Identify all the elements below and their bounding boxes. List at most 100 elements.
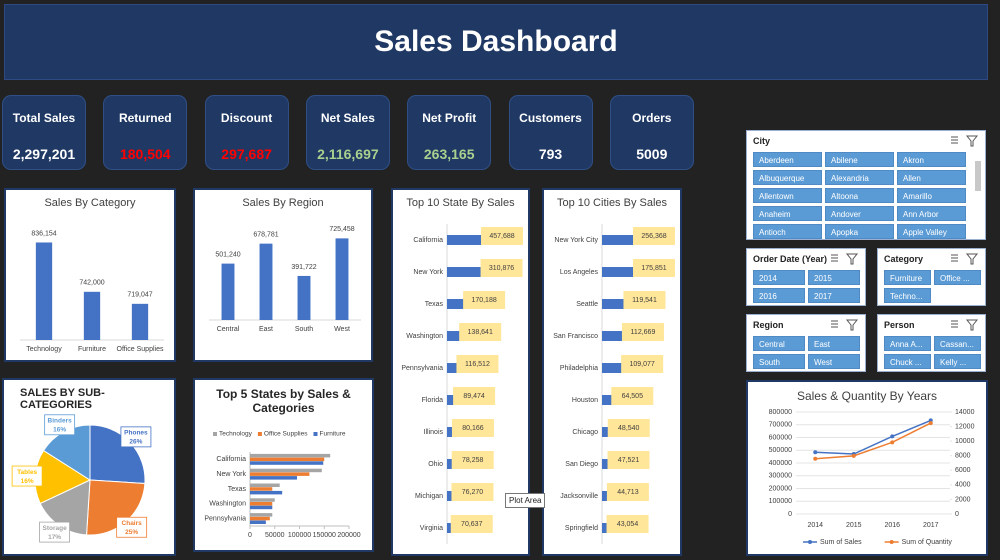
kpi-label: Net Profit: [422, 111, 477, 125]
kpi-value: 263,165: [423, 146, 475, 162]
kpi-card: Returned 180,504: [103, 95, 188, 170]
slicer-button[interactable]: Apple Valley: [897, 224, 966, 239]
y2-tick-label: 0: [955, 511, 959, 518]
legend-label: Office Supplies: [264, 431, 308, 438]
kpi-value: 793: [538, 146, 563, 162]
y-tick-label: Springfield: [565, 525, 598, 532]
y-tick-label: Pennsylvania: [401, 365, 443, 372]
bar: [250, 498, 275, 502]
slicer-button[interactable]: 2015: [808, 270, 860, 285]
slicer-button[interactable]: Apopka: [825, 224, 894, 239]
y-tick-label: 600000: [769, 434, 792, 441]
slicer-button[interactable]: Altoona: [825, 188, 894, 203]
slicer-button[interactable]: Akron: [897, 152, 966, 167]
legend-label: Sum of Quantity: [902, 539, 953, 546]
y-tick-label: Texas: [228, 486, 247, 493]
slicer-button[interactable]: Aberdeen: [753, 152, 822, 167]
y-tick-label: Chicago: [572, 429, 598, 436]
slicer-button[interactable]: Central: [753, 336, 805, 351]
slicer-button[interactable]: 2016: [753, 288, 805, 303]
chart: 836,154 Technology 742,000 Furniture 719,047…: [20, 230, 164, 353]
slicer-button[interactable]: Amarillo: [897, 188, 966, 203]
slicer-button[interactable]: Andover: [825, 206, 894, 221]
legend-label: Furniture: [320, 431, 346, 438]
kpi-value: 5009: [636, 146, 668, 162]
y-tick-label: Los Angeles: [560, 269, 599, 276]
kpi-card: Net Profit 263,165: [407, 95, 492, 170]
icon-filter: [845, 253, 859, 265]
slicer-button[interactable]: 2017: [808, 288, 860, 303]
data-label: 725,458: [329, 226, 354, 233]
bar: [250, 513, 273, 517]
slicer-button[interactable]: Anna A...: [884, 336, 931, 351]
slicer-button[interactable]: Antioch: [753, 224, 822, 239]
label-box: [606, 515, 649, 533]
kpi-card: Customers 793: [508, 95, 593, 170]
slicer-icons: [951, 253, 979, 265]
x-tick-label: South: [295, 326, 313, 333]
slicer-button[interactable]: Cassan...: [934, 336, 981, 351]
y-tick-label: Seattle: [576, 301, 598, 308]
slicer-button[interactable]: West: [808, 354, 860, 369]
y-tick-label: California: [216, 456, 246, 463]
data-label: 310,876: [489, 265, 514, 272]
slicer-button[interactable]: Allen: [897, 170, 966, 185]
y2-tick-label: 2000: [955, 496, 971, 503]
kpi-value: 2,297,201: [12, 146, 76, 162]
label-box: [633, 259, 675, 277]
slicer-button[interactable]: East: [808, 336, 860, 351]
y2-tick-label: 8000: [955, 453, 971, 460]
bar: [250, 520, 266, 524]
y-tick-label: Pennsylvania: [204, 515, 246, 522]
label-box: [463, 291, 506, 309]
chart-title: Sales By Category: [44, 197, 136, 209]
chart: California 457,688 New York 310,876 Texas 170…: [401, 224, 523, 544]
y-tick-label: Virginia: [420, 525, 443, 532]
chart: Technology Office Supplies Furniture 0 50000…: [204, 431, 360, 539]
data-label: 16%: [21, 478, 34, 485]
slicer-button[interactable]: Ann Arbor: [897, 206, 966, 221]
slicer-button[interactable]: Techno...: [884, 288, 931, 303]
kpi-label: Discount: [220, 111, 273, 125]
slicer-button[interactable]: Chuck ...: [884, 354, 931, 369]
bar: [447, 395, 459, 405]
slicer-button[interactable]: Allentown: [753, 188, 822, 203]
label-box: [623, 291, 666, 309]
kpi-label: Total Sales: [12, 111, 76, 125]
bar: [335, 238, 349, 320]
bar: [250, 453, 331, 458]
slicer: Category Furniture Office ... Techno...: [877, 248, 986, 306]
slicer-button[interactable]: Abilene: [825, 152, 894, 167]
slicer-button[interactable]: Office ...: [934, 270, 981, 285]
slicer-button[interactable]: Furniture: [884, 270, 931, 285]
point: [890, 440, 895, 445]
slicer-button[interactable]: 2014: [753, 270, 805, 285]
slicer-button[interactable]: Albuquerque: [753, 170, 822, 185]
bar: [602, 267, 641, 277]
legend-swatch: [213, 432, 217, 436]
label-box: [451, 483, 494, 501]
slicer-button[interactable]: Alexandria: [825, 170, 894, 185]
label-box: [459, 323, 502, 341]
chart: Phones 26% Chairs 25% Storage 17% Tables 16% Bin…: [11, 414, 152, 543]
y-tick-label: Florida: [422, 397, 444, 404]
data-label: 116,512: [465, 361, 490, 368]
bar: [83, 291, 101, 340]
data-label: 43,054: [617, 521, 639, 528]
y-tick-label: Michigan: [415, 493, 443, 500]
y-tick-label: 700000: [769, 422, 792, 429]
kpi-label: Returned: [118, 111, 172, 125]
y2-tick-label: 14000: [955, 409, 975, 416]
y-tick-label: California: [413, 237, 443, 244]
label-box: [39, 521, 70, 543]
slicer-title: Category: [884, 254, 924, 264]
slicer-button[interactable]: South: [753, 354, 805, 369]
slicer-button[interactable]: Anaheim: [753, 206, 822, 221]
slicer-button[interactable]: Kelly ...: [934, 354, 981, 369]
label-box: [11, 465, 43, 487]
data-label: 89,474: [463, 393, 485, 400]
chart-title: Top 5 States by Sales & Categories: [216, 387, 351, 415]
label-box: [456, 355, 499, 373]
label-box: [633, 227, 675, 245]
y-tick-label: 0: [788, 511, 792, 518]
